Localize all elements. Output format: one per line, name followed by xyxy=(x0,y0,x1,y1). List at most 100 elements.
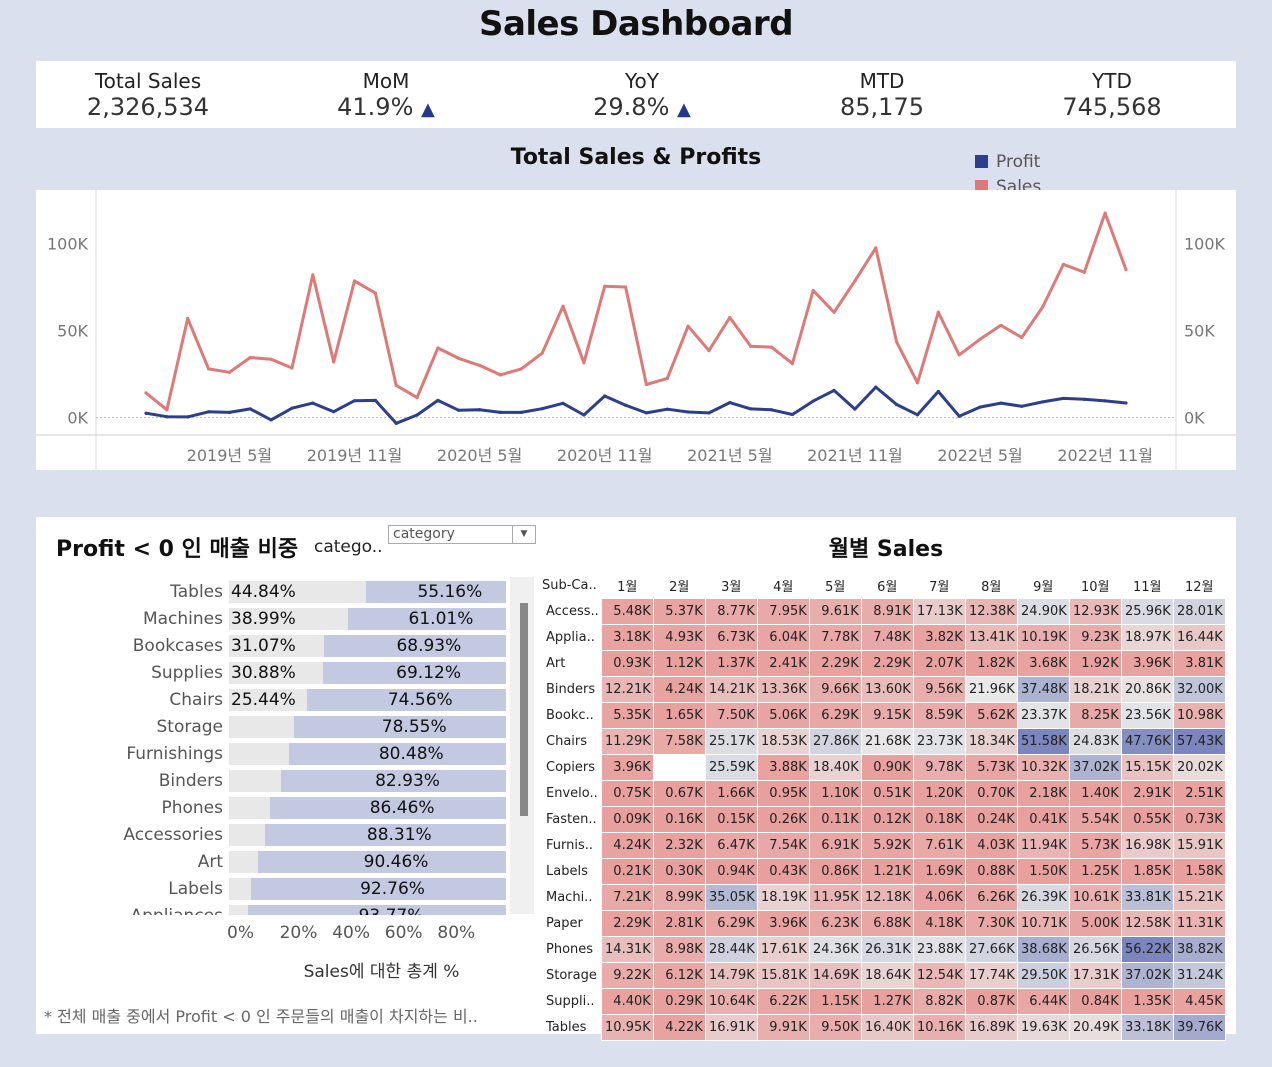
heatmap-cell[interactable]: 18.21K xyxy=(1068,676,1122,703)
heatmap-cell[interactable]: 2.41K xyxy=(756,650,810,677)
heatmap-cell[interactable]: 3.96K xyxy=(1120,650,1174,677)
heatmap-cell[interactable]: 0.90K xyxy=(860,754,914,781)
heatmap-cell[interactable]: 51.58K xyxy=(1016,728,1070,755)
heatmap-cell[interactable]: 0.55K xyxy=(1120,806,1174,833)
chevron-down-icon[interactable]: ▼ xyxy=(512,526,535,543)
heatmap-cell[interactable]: 2.32K xyxy=(652,832,706,859)
heatmap-cell[interactable]: 26.56K xyxy=(1068,936,1122,963)
heatmap-cell[interactable]: 35.05K xyxy=(704,884,758,911)
bar-row[interactable]: Labels 92.76% xyxy=(36,878,506,900)
heatmap-cell[interactable]: 26.31K xyxy=(860,936,914,963)
heatmap-cell[interactable]: 19.63K xyxy=(1016,1014,1070,1041)
heatmap-cell[interactable]: 20.02K xyxy=(1172,754,1226,781)
heatmap-cell[interactable]: 24.90K xyxy=(1016,598,1070,625)
heatmap-cell[interactable]: 18.53K xyxy=(756,728,810,755)
heatmap-cell[interactable]: 7.61K xyxy=(912,832,966,859)
heatmap-cell[interactable]: 15.15K xyxy=(1120,754,1174,781)
bar-row[interactable]: Accessories 88.31% xyxy=(36,824,506,846)
bar-row[interactable]: Appliances 93.77% xyxy=(36,905,506,915)
heatmap-cell[interactable]: 32.00K xyxy=(1172,676,1226,703)
heatmap-cell[interactable]: 23.73K xyxy=(912,728,966,755)
heatmap-cell[interactable]: 7.50K xyxy=(704,702,758,729)
heatmap-cell[interactable]: 0.51K xyxy=(860,780,914,807)
heatmap-cell[interactable]: 0.21K xyxy=(600,858,654,885)
heatmap-cell[interactable]: 9.23K xyxy=(1068,624,1122,651)
heatmap-cell[interactable]: 9.56K xyxy=(912,676,966,703)
heatmap-cell[interactable]: 0.15K xyxy=(704,806,758,833)
heatmap-cell[interactable]: 1.27K xyxy=(860,988,914,1015)
heatmap-cell[interactable]: 18.34K xyxy=(964,728,1018,755)
heatmap-cell[interactable]: 6.26K xyxy=(964,884,1018,911)
heatmap-cell[interactable]: 12.18K xyxy=(860,884,914,911)
bar-row[interactable]: Binders 82.93% xyxy=(36,770,506,792)
heatmap-cell[interactable]: 17.31K xyxy=(1068,962,1122,989)
heatmap-cell[interactable]: 0.95K xyxy=(756,780,810,807)
heatmap-cell[interactable]: 16.98K xyxy=(1120,832,1174,859)
heatmap-cell[interactable]: 39.76K xyxy=(1172,1014,1226,1041)
heatmap-cell[interactable]: 0.94K xyxy=(704,858,758,885)
heatmap-cell[interactable]: 1.21K xyxy=(860,858,914,885)
heatmap-cell[interactable]: 4.18K xyxy=(912,910,966,937)
heatmap-cell[interactable]: 3.68K xyxy=(1016,650,1070,677)
heatmap-cell[interactable]: 13.36K xyxy=(756,676,810,703)
heatmap-cell[interactable]: 8.82K xyxy=(912,988,966,1015)
heatmap-cell[interactable]: 0.86K xyxy=(808,858,862,885)
heatmap-cell[interactable]: 1.65K xyxy=(652,702,706,729)
heatmap-cell[interactable]: 9.91K xyxy=(756,1014,810,1041)
heatmap-cell[interactable]: 16.91K xyxy=(704,1014,758,1041)
heatmap-cell[interactable]: 56.22K xyxy=(1120,936,1174,963)
heatmap-cell[interactable]: 1.66K xyxy=(704,780,758,807)
heatmap-cell[interactable]: 10.71K xyxy=(1016,910,1070,937)
heatmap-cell[interactable]: 23.88K xyxy=(912,936,966,963)
heatmap-cell[interactable]: 4.40K xyxy=(600,988,654,1015)
bar-row[interactable]: Phones 86.46% xyxy=(36,797,506,819)
heatmap-cell[interactable]: 10.16K xyxy=(912,1014,966,1041)
heatmap-cell[interactable]: 5.73K xyxy=(1068,832,1122,859)
heatmap-cell[interactable]: 38.82K xyxy=(1172,936,1226,963)
heatmap-cell[interactable]: 4.45K xyxy=(1172,988,1226,1015)
heatmap-cell[interactable]: 1.35K xyxy=(1120,988,1174,1015)
heatmap-cell[interactable]: 14.79K xyxy=(704,962,758,989)
heatmap-cell[interactable]: 15.81K xyxy=(756,962,810,989)
heatmap-cell[interactable]: 1.92K xyxy=(1068,650,1122,677)
heatmap-cell[interactable]: 25.96K xyxy=(1120,598,1174,625)
heatmap-cell[interactable]: 0.24K xyxy=(964,806,1018,833)
heatmap-cell[interactable]: 23.37K xyxy=(1016,702,1070,729)
heatmap-cell[interactable]: 3.82K xyxy=(912,624,966,651)
heatmap-cell[interactable]: 37.02K xyxy=(1120,962,1174,989)
heatmap-cell[interactable]: 0.88K xyxy=(964,858,1018,885)
heatmap-cell[interactable]: 6.44K xyxy=(1016,988,1070,1015)
heatmap-cell[interactable]: 20.49K xyxy=(1068,1014,1122,1041)
heatmap-cell[interactable]: 10.61K xyxy=(1068,884,1122,911)
heatmap-cell[interactable]: 6.91K xyxy=(808,832,862,859)
heatmap-cell[interactable]: 8.25K xyxy=(1068,702,1122,729)
heatmap-cell[interactable]: 10.19K xyxy=(1016,624,1070,651)
heatmap-cell[interactable]: 29.50K xyxy=(1016,962,1070,989)
bar-list-scroll-thumb[interactable] xyxy=(520,603,528,816)
heatmap-cell[interactable]: 20.86K xyxy=(1120,676,1174,703)
heatmap-cell[interactable]: 0.73K xyxy=(1172,806,1226,833)
heatmap-cell[interactable]: 1.10K xyxy=(808,780,862,807)
heatmap-cell[interactable]: 5.62K xyxy=(964,702,1018,729)
heatmap-cell[interactable]: 5.00K xyxy=(1068,910,1122,937)
heatmap-cell[interactable]: 6.29K xyxy=(808,702,862,729)
heatmap-cell[interactable]: 24.83K xyxy=(1068,728,1122,755)
heatmap-cell[interactable]: 0.75K xyxy=(600,780,654,807)
heatmap-cell[interactable]: 0.93K xyxy=(600,650,654,677)
heatmap-cell[interactable]: 0.67K xyxy=(652,780,706,807)
heatmap-cell[interactable]: 2.29K xyxy=(600,910,654,937)
heatmap-cell[interactable]: 1.69K xyxy=(912,858,966,885)
heatmap-cell[interactable]: 24.36K xyxy=(808,936,862,963)
heatmap-cell[interactable]: 7.58K xyxy=(652,728,706,755)
heatmap-cell[interactable]: 3.96K xyxy=(600,754,654,781)
heatmap-cell[interactable]: 17.74K xyxy=(964,962,1018,989)
heatmap-cell[interactable]: 6.88K xyxy=(860,910,914,937)
heatmap-cell[interactable]: 27.86K xyxy=(808,728,862,755)
heatmap-cell[interactable]: 0.87K xyxy=(964,988,1018,1015)
heatmap-cell[interactable]: 6.22K xyxy=(756,988,810,1015)
bar-row[interactable]: Tables 44.84% 55.16% xyxy=(36,581,506,603)
heatmap-cell[interactable]: 38.68K xyxy=(1016,936,1070,963)
heatmap-cell[interactable]: 2.51K xyxy=(1172,780,1226,807)
heatmap-cell[interactable]: 2.91K xyxy=(1120,780,1174,807)
heatmap-cell[interactable]: 25.59K xyxy=(704,754,758,781)
